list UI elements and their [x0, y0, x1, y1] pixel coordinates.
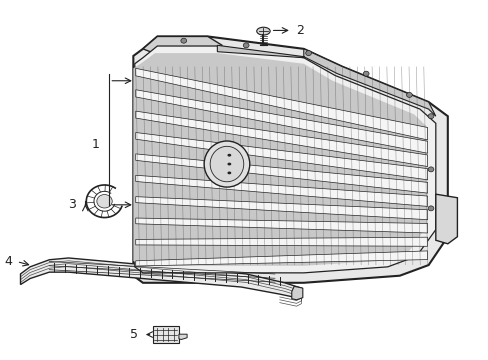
Polygon shape [142, 36, 222, 52]
Ellipse shape [427, 167, 433, 172]
Polygon shape [136, 175, 427, 206]
Ellipse shape [427, 206, 433, 211]
FancyBboxPatch shape [152, 326, 179, 343]
Ellipse shape [203, 141, 249, 187]
Polygon shape [179, 334, 187, 339]
Polygon shape [217, 45, 435, 116]
Polygon shape [136, 132, 427, 180]
Polygon shape [136, 111, 427, 167]
Text: 3: 3 [68, 198, 76, 211]
Polygon shape [136, 90, 427, 153]
Polygon shape [133, 36, 447, 283]
Text: 2: 2 [296, 24, 304, 37]
Ellipse shape [210, 146, 243, 182]
Ellipse shape [427, 114, 433, 119]
Polygon shape [136, 197, 427, 220]
Polygon shape [136, 251, 427, 266]
Polygon shape [20, 258, 301, 298]
Polygon shape [136, 68, 427, 140]
Ellipse shape [227, 163, 231, 166]
Ellipse shape [305, 51, 311, 55]
Polygon shape [133, 53, 427, 266]
Ellipse shape [227, 171, 231, 174]
Polygon shape [136, 218, 427, 233]
Ellipse shape [363, 71, 368, 76]
Polygon shape [135, 46, 435, 273]
Ellipse shape [406, 93, 411, 98]
Ellipse shape [227, 154, 231, 157]
Ellipse shape [256, 27, 269, 35]
Polygon shape [435, 194, 456, 244]
Ellipse shape [97, 194, 112, 208]
Ellipse shape [243, 43, 248, 48]
Text: 4: 4 [4, 255, 12, 268]
Text: 1: 1 [92, 138, 100, 151]
Polygon shape [136, 237, 427, 246]
Polygon shape [136, 154, 427, 193]
Polygon shape [291, 286, 302, 300]
Text: 5: 5 [130, 328, 138, 341]
Ellipse shape [181, 38, 186, 43]
